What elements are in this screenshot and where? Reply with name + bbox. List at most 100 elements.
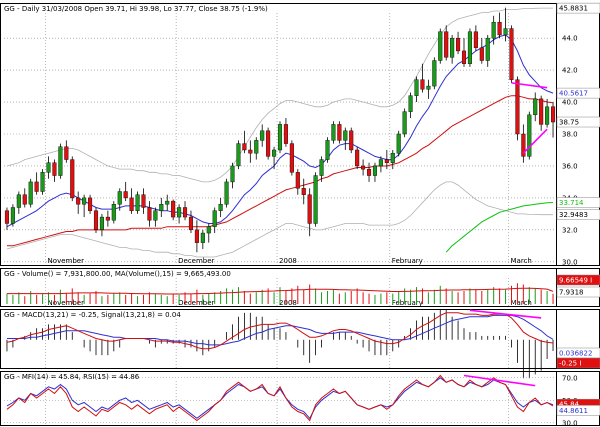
candle-body bbox=[384, 159, 389, 163]
price-tag: 40.5617 bbox=[556, 87, 600, 99]
price-tag: 9.66549 I bbox=[556, 274, 600, 286]
mfi-line bbox=[6, 377, 554, 420]
candle-body bbox=[372, 165, 378, 176]
candle-body bbox=[444, 31, 449, 58]
y-tick-label: 32.0 bbox=[562, 226, 578, 234]
candle bbox=[361, 159, 366, 176]
candle-body bbox=[10, 207, 15, 224]
candle bbox=[242, 130, 247, 154]
price-tag: -0.25 I bbox=[556, 357, 600, 369]
candle-body bbox=[236, 143, 241, 167]
candle-body bbox=[159, 204, 164, 211]
candle-body bbox=[153, 210, 158, 221]
candle-body bbox=[473, 31, 478, 48]
candle bbox=[141, 188, 146, 214]
ma200-line bbox=[445, 202, 554, 253]
candle bbox=[28, 178, 33, 208]
candle-body bbox=[402, 111, 407, 135]
candle-body bbox=[212, 210, 217, 227]
candle-body bbox=[408, 95, 413, 112]
candle bbox=[4, 207, 10, 230]
candle bbox=[182, 201, 188, 221]
candle bbox=[289, 140, 294, 176]
x-tick-label: December bbox=[178, 257, 214, 265]
candle bbox=[485, 34, 490, 67]
candle-body bbox=[171, 200, 176, 218]
candle bbox=[46, 156, 51, 179]
candle-body bbox=[527, 114, 532, 157]
candle bbox=[52, 159, 57, 182]
candle bbox=[539, 95, 544, 131]
price-tag: 32.9483 bbox=[556, 209, 600, 220]
price-tag-label: 7.9318 bbox=[559, 289, 584, 297]
price-tag-label: 44.8611 bbox=[559, 407, 588, 415]
candle-body bbox=[70, 159, 75, 199]
y-tick-label: 30.0 bbox=[562, 419, 578, 427]
price-tag: 45.8831 bbox=[556, 2, 600, 14]
y-tick-label: 40.0 bbox=[562, 99, 578, 107]
candle-body bbox=[550, 106, 556, 123]
volume-panel: November December 2008 February March GG - Vo… bbox=[0, 268, 600, 307]
chart-title: GG - Daily 31/03/2008 Open 39.71, Hi 39.… bbox=[4, 5, 268, 13]
y-tick-label: 36.0 bbox=[562, 162, 578, 170]
candle bbox=[396, 130, 401, 157]
candle-body bbox=[331, 124, 336, 141]
candle bbox=[22, 188, 27, 208]
trendline bbox=[522, 128, 548, 154]
price-tag-box bbox=[556, 116, 600, 128]
candle-body bbox=[491, 21, 496, 39]
candle bbox=[372, 162, 378, 182]
candle bbox=[461, 38, 467, 67]
candle bbox=[218, 197, 223, 218]
candle bbox=[70, 156, 75, 202]
price-tag-box bbox=[556, 197, 600, 208]
price-tag: 7.9318 bbox=[556, 286, 600, 298]
candle-body bbox=[361, 165, 366, 170]
y-tick-label: 30.0 bbox=[562, 258, 578, 266]
candle-body bbox=[52, 162, 57, 176]
candle bbox=[450, 34, 455, 64]
candle bbox=[319, 156, 324, 182]
candle-body bbox=[545, 106, 550, 125]
price-tag-label: -0.25 I bbox=[559, 360, 581, 368]
price-tag-box bbox=[556, 405, 600, 416]
candle bbox=[420, 63, 425, 93]
candle bbox=[533, 92, 538, 122]
candle-body bbox=[313, 175, 318, 224]
candle bbox=[153, 207, 158, 227]
ma50-line bbox=[7, 95, 554, 247]
candle bbox=[408, 92, 413, 119]
candle bbox=[129, 188, 134, 214]
candle-body bbox=[194, 229, 199, 243]
price-tag-box bbox=[556, 87, 600, 99]
candle-body bbox=[129, 197, 134, 211]
candle bbox=[337, 121, 342, 144]
price-tag-box bbox=[556, 2, 600, 14]
candle bbox=[527, 111, 532, 160]
candle-body bbox=[378, 159, 383, 167]
candle-body bbox=[349, 130, 354, 151]
x-tick-label: November bbox=[48, 299, 85, 307]
candle-body bbox=[40, 172, 45, 192]
candle bbox=[123, 181, 128, 202]
candle bbox=[58, 143, 63, 179]
candle-body bbox=[461, 50, 467, 64]
candle bbox=[64, 140, 69, 163]
candle-body bbox=[277, 124, 283, 151]
x-tick-label: March bbox=[511, 257, 532, 265]
candle-body bbox=[58, 146, 63, 176]
mfi-rsi-panel: 30.050.070.0GG - MFI(14) = 45.84, RSI(15… bbox=[0, 371, 600, 427]
candle bbox=[301, 178, 306, 205]
envelope-upper-line bbox=[6, 7, 553, 183]
price-tag-label: 45.84 bbox=[559, 401, 580, 409]
candle-body bbox=[509, 28, 514, 80]
macd-panel: GG - MACD(13,21) = -0.25, Signal(13,21,8… bbox=[0, 309, 600, 379]
candle bbox=[473, 25, 478, 51]
candle bbox=[444, 25, 449, 61]
candle-body bbox=[22, 194, 27, 205]
candle-body bbox=[200, 232, 205, 243]
candle bbox=[467, 28, 472, 67]
price-tag-label: 45.8831 bbox=[559, 5, 588, 13]
candle-body bbox=[503, 28, 508, 36]
